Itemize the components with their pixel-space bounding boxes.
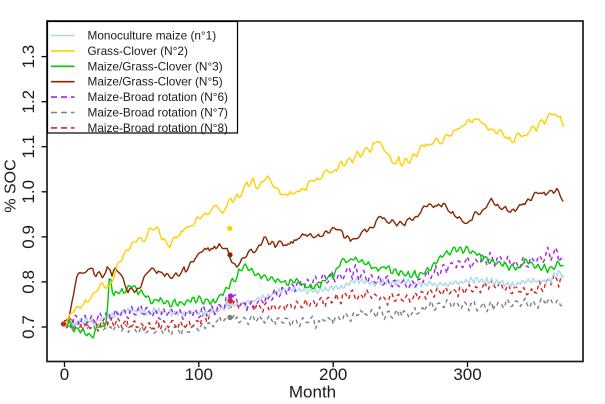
svg-text:1.2: 1.2 — [19, 90, 38, 114]
svg-text:Maize-Broad rotation (N°8): Maize-Broad rotation (N°8) — [88, 121, 229, 135]
svg-text:Maize/Grass-Clover (N°5): Maize/Grass-Clover (N°5) — [88, 75, 223, 89]
svg-text:300: 300 — [453, 365, 481, 384]
svg-text:0.9: 0.9 — [19, 225, 38, 249]
svg-text:1.0: 1.0 — [19, 180, 38, 204]
svg-text:100: 100 — [185, 365, 213, 384]
svg-text:0.8: 0.8 — [19, 270, 38, 294]
svg-text:Month: Month — [289, 383, 336, 402]
svg-text:Maize/Grass-Clover (N°3): Maize/Grass-Clover (N°3) — [88, 59, 223, 73]
svg-text:Monoculture maize (n°1): Monoculture maize (n°1) — [88, 29, 217, 43]
svg-text:Maize-Broad rotation (N°7): Maize-Broad rotation (N°7) — [88, 106, 229, 120]
svg-text:1.3: 1.3 — [19, 45, 38, 69]
svg-text:0.7: 0.7 — [19, 315, 38, 339]
svg-text:Maize-Broad rotation (N°6): Maize-Broad rotation (N°6) — [88, 90, 229, 104]
svg-text:200: 200 — [319, 365, 347, 384]
svg-text:0: 0 — [60, 365, 69, 384]
svg-text:1.1: 1.1 — [19, 135, 38, 159]
svg-text:% SOC: % SOC — [3, 159, 20, 212]
svg-text:Grass-Clover (N°2): Grass-Clover (N°2) — [88, 44, 188, 58]
